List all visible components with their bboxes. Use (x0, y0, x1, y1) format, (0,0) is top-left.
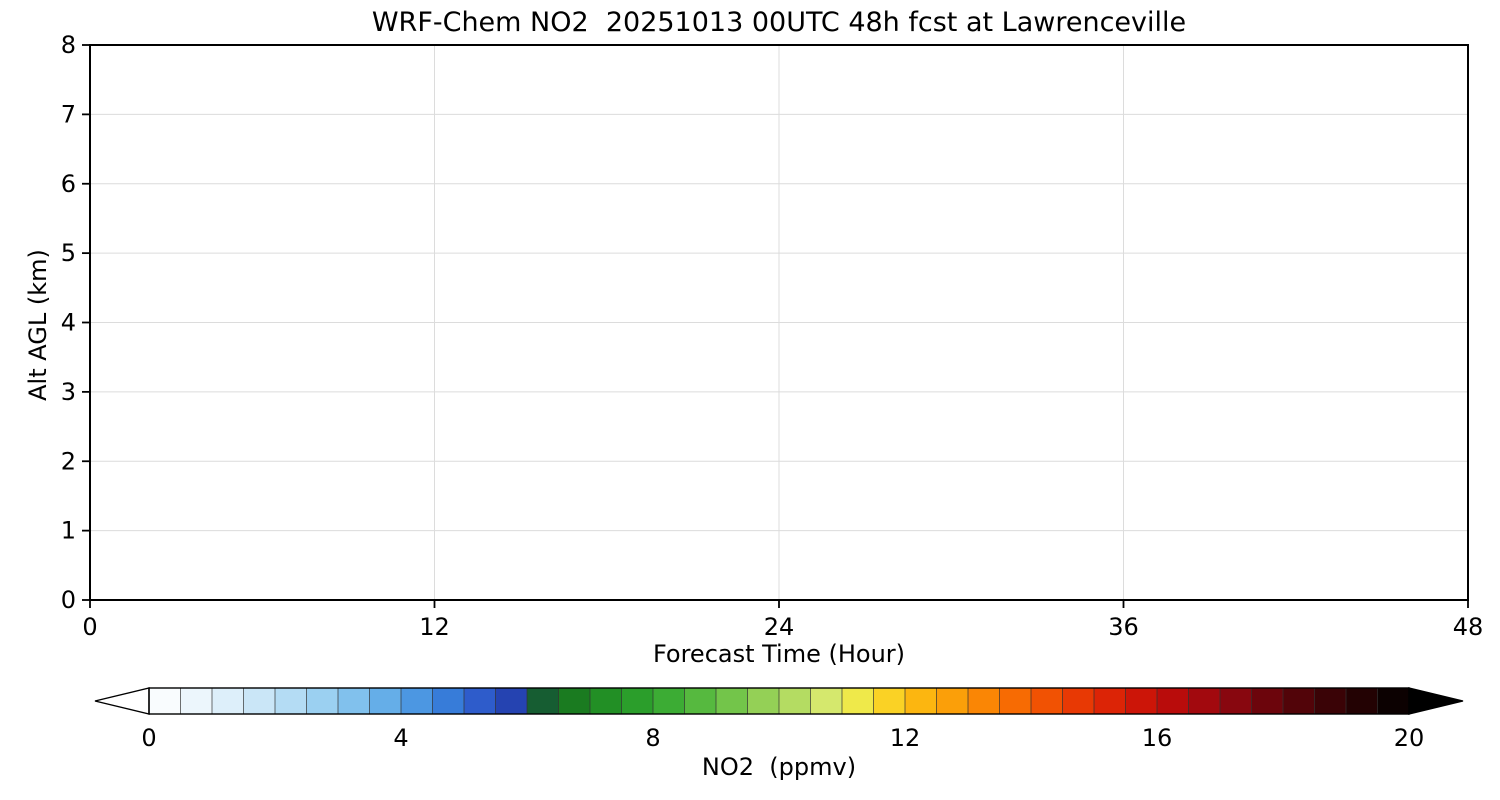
x-axis-label: Forecast Time (Hour) (652, 640, 906, 668)
colorbar-under-arrow (94, 687, 150, 715)
grid-lines (90, 45, 1468, 600)
colorbar-label: NO2 (ppmv) (701, 753, 857, 781)
x-tick-label: 36 (1108, 613, 1139, 641)
y-tick-label: 1 (61, 517, 76, 545)
colorbar-tick-label: 20 (1394, 724, 1425, 752)
y-axis-label: Alt AGL (km) (24, 249, 52, 401)
y-tick-label: 7 (61, 100, 76, 128)
colorbar-tick-label: 16 (1142, 724, 1173, 752)
colorbar-tick-label: 4 (393, 724, 408, 752)
colorbar-over-arrow (1408, 687, 1464, 715)
colorbar-segments (149, 688, 1410, 714)
x-tick-label: 0 (82, 613, 97, 641)
y-tick-label: 6 (61, 170, 76, 198)
y-tick-label: 4 (61, 309, 76, 337)
y-tick-label: 0 (61, 586, 76, 614)
colorbar-tick-label: 8 (645, 724, 660, 752)
y-tick-label: 3 (61, 378, 76, 406)
colorbar-outline (148, 687, 1410, 715)
colorbar-tick-label: 0 (141, 724, 156, 752)
colorbar-tick-labels: 0 4 8 12 16 20 (141, 724, 1424, 752)
chart-title: WRF-Chem NO2 20251013 00UTC 48h fcst at … (371, 7, 1187, 38)
x-tick-label: 12 (419, 613, 450, 641)
y-tick-label: 2 (61, 447, 76, 475)
colorbar-tick-label: 12 (890, 724, 921, 752)
colorbar-separators (180, 688, 1378, 714)
y-tick-label: 8 (61, 31, 76, 59)
y-tick-label: 5 (61, 239, 76, 267)
x-tick-label: 24 (764, 613, 795, 641)
x-tick-label: 48 (1453, 613, 1484, 641)
tick-marks (82, 44, 1469, 608)
